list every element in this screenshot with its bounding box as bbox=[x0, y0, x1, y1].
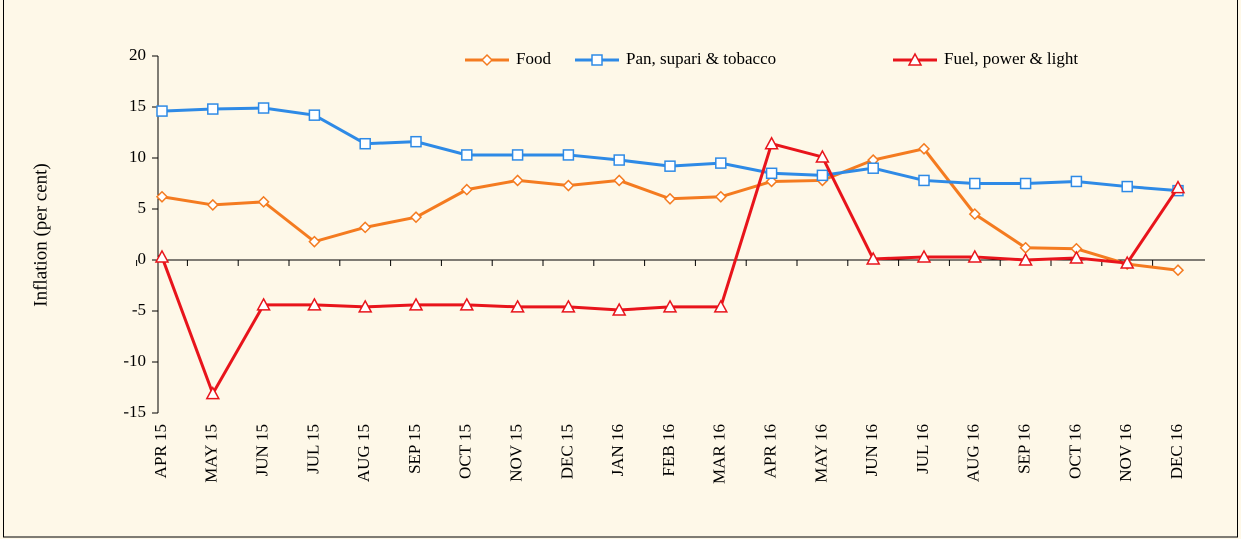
data-point bbox=[1170, 180, 1186, 194]
data-point bbox=[510, 299, 525, 313]
data-point bbox=[664, 160, 676, 172]
data-point bbox=[256, 297, 271, 311]
data-point bbox=[865, 251, 881, 265]
data-point bbox=[764, 136, 779, 150]
data-point bbox=[1121, 180, 1133, 193]
x-tick-label: APR 15 bbox=[151, 424, 170, 478]
x-tick-label: FEB 16 bbox=[659, 424, 678, 476]
x-tick-label: APR 16 bbox=[761, 424, 780, 478]
data-point bbox=[410, 135, 422, 148]
data-point bbox=[562, 149, 575, 161]
data-point bbox=[459, 297, 475, 311]
x-tick-label: JUL 16 bbox=[913, 424, 932, 474]
x-tick-label: OCT 16 bbox=[1065, 424, 1084, 479]
data-point bbox=[613, 154, 625, 166]
x-tick-label: MAY 15 bbox=[202, 424, 221, 483]
data-point bbox=[511, 174, 524, 187]
data-point bbox=[918, 174, 930, 187]
y-axis-label: Inflation (per cent) bbox=[30, 163, 51, 306]
data-point bbox=[359, 221, 372, 234]
x-tick-label: JUN 15 bbox=[253, 424, 272, 476]
data-point bbox=[257, 195, 270, 208]
data-point bbox=[1119, 255, 1135, 269]
data-point bbox=[815, 149, 830, 163]
y-tick-label: -5 bbox=[132, 300, 146, 319]
x-tick-label: DEC 15 bbox=[557, 424, 576, 479]
data-point bbox=[511, 149, 524, 161]
data-point bbox=[611, 302, 627, 316]
x-tick-label: NOV 16 bbox=[1116, 424, 1135, 482]
data-point bbox=[357, 299, 373, 313]
data-point bbox=[715, 157, 727, 169]
x-tick-label: MAR 16 bbox=[710, 424, 729, 484]
data-point bbox=[714, 190, 727, 203]
y-tick-label: 15 bbox=[129, 96, 146, 115]
data-point bbox=[613, 174, 626, 187]
x-tick-label: JAN 16 bbox=[608, 424, 627, 476]
data-point bbox=[359, 137, 371, 150]
y-tick-label: 5 bbox=[138, 198, 147, 217]
data-point bbox=[917, 142, 931, 155]
y-tick-label: 20 bbox=[129, 45, 146, 64]
x-tick-label: AUG 15 bbox=[354, 424, 373, 482]
data-point bbox=[1171, 264, 1185, 277]
x-tick-label: JUN 16 bbox=[862, 424, 881, 476]
data-point bbox=[816, 169, 829, 182]
data-point bbox=[916, 249, 932, 263]
legend-label: Fuel, power & light bbox=[944, 49, 1078, 68]
data-point bbox=[713, 299, 729, 313]
data-point bbox=[156, 105, 168, 117]
data-point bbox=[662, 299, 678, 313]
data-point bbox=[1019, 177, 1032, 190]
x-tick-label: DEC 16 bbox=[1167, 424, 1186, 479]
data-point bbox=[257, 102, 270, 114]
data-point bbox=[562, 179, 575, 192]
data-point bbox=[1018, 252, 1033, 266]
data-point bbox=[561, 299, 576, 313]
frame bbox=[3, 0, 1238, 538]
data-point bbox=[206, 198, 219, 211]
data-point bbox=[205, 386, 221, 400]
data-point bbox=[663, 192, 677, 205]
data-point bbox=[1070, 175, 1083, 188]
data-point bbox=[968, 208, 981, 221]
x-tick-label: SEP 16 bbox=[1015, 424, 1034, 474]
data-point bbox=[308, 235, 321, 248]
y-tick-label: -10 bbox=[123, 351, 146, 370]
legend-label: Food bbox=[516, 49, 551, 68]
data-point bbox=[1069, 250, 1084, 264]
data-point bbox=[307, 297, 322, 311]
data-point bbox=[308, 109, 321, 121]
y-tick-label: 10 bbox=[129, 147, 146, 166]
legend-marker bbox=[480, 53, 494, 67]
data-point bbox=[409, 211, 423, 224]
data-point bbox=[867, 162, 879, 174]
data-point bbox=[460, 183, 473, 196]
data-point bbox=[967, 249, 983, 263]
data-point bbox=[408, 297, 424, 311]
y-tick-label: -15 bbox=[123, 402, 146, 421]
legend-marker bbox=[907, 52, 923, 66]
data-point bbox=[969, 177, 981, 190]
data-point bbox=[461, 149, 473, 161]
data-point bbox=[765, 167, 778, 180]
x-tick-label: MAY 16 bbox=[811, 424, 830, 483]
x-tick-label: OCT 15 bbox=[456, 424, 475, 479]
x-tick-label: SEP 15 bbox=[405, 424, 424, 474]
legend-marker bbox=[591, 54, 603, 66]
x-tick-label: AUG 16 bbox=[964, 424, 983, 482]
data-point bbox=[155, 190, 169, 203]
data-point bbox=[154, 249, 170, 263]
y-tick-label: 0 bbox=[138, 249, 147, 268]
legend-label: Pan, supari & tobacco bbox=[626, 49, 776, 68]
x-tick-label: JUL 15 bbox=[303, 424, 322, 474]
x-tick-label: NOV 15 bbox=[507, 424, 526, 482]
data-point bbox=[207, 103, 219, 115]
